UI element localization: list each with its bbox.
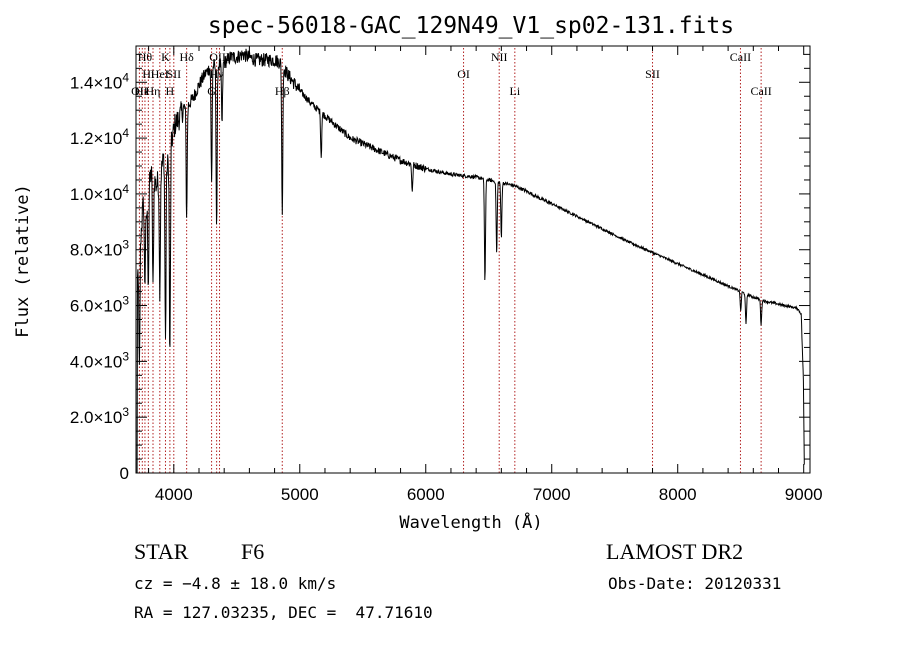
y-tick-label: 0 <box>120 464 129 483</box>
line-label: OI <box>457 67 470 81</box>
line-label: K <box>161 50 170 64</box>
line-label: Hι <box>142 67 155 81</box>
y-axis-label: Flux (relative) <box>13 184 33 338</box>
line-label: Hθ <box>138 50 153 64</box>
line-label: NII <box>491 50 508 64</box>
y-tick-label: 1.4×104 <box>70 70 129 92</box>
line-label: CaII <box>730 50 751 64</box>
y-tick-label: 1.2×104 <box>70 126 129 148</box>
line-label: Hκ <box>135 84 150 98</box>
x-tick-label: 5000 <box>281 485 319 504</box>
line-label: Hδ <box>179 50 194 64</box>
line-label: Hη <box>146 84 161 98</box>
object-subclass: F6 <box>241 539 265 564</box>
line-label: OII <box>131 84 148 98</box>
survey-name: LAMOST DR2 <box>606 539 744 564</box>
x-tick-label: 7000 <box>533 485 571 504</box>
x-tick-label: 4000 <box>155 485 193 504</box>
x-axis-label: Wavelength (Å) <box>399 511 542 533</box>
spectrum-line <box>136 48 805 474</box>
object-class: STAR <box>134 539 189 564</box>
line-annotations: OIIHκHθHιHηHeIKHSIIHδGHγOIIIHβOINIILiSII… <box>131 48 772 473</box>
x-tick-label: 9000 <box>785 485 823 504</box>
x-tick-label: 6000 <box>407 485 445 504</box>
line-label: CaII <box>750 84 771 98</box>
redshift-text: cz = −4.8 ± 18.0 km/s <box>134 574 337 593</box>
y-tick-label: 4.0×103 <box>70 349 129 371</box>
line-label: SII <box>645 67 660 81</box>
axes: 4000 5000 6000 7000 8000 9000 0 2.0×103 4.0×103 6… <box>70 45 823 504</box>
line-label: SII <box>166 67 181 81</box>
chart-title: spec-56018-GAC_129N49_V1_sp02-131.fits <box>208 13 734 39</box>
line-label: Hγ <box>210 67 225 81</box>
line-label: HeI <box>151 67 169 81</box>
y-tick-label: 2.0×103 <box>70 405 129 427</box>
y-tick-label: 6.0×103 <box>70 294 129 316</box>
line-label: G <box>207 84 216 98</box>
line-label: Hβ <box>275 84 290 98</box>
line-label: H <box>166 84 175 98</box>
y-tick-label: 8.0×103 <box>70 238 129 260</box>
line-label: Li <box>509 84 520 98</box>
plot-frame <box>135 45 811 474</box>
obs-date: Obs-Date: 20120331 <box>608 574 782 593</box>
coordinates: RA = 127.03235, DEC = 47.71610 <box>134 603 433 622</box>
y-tick-label: 1.0×104 <box>70 182 129 204</box>
x-tick-label: 8000 <box>659 485 697 504</box>
